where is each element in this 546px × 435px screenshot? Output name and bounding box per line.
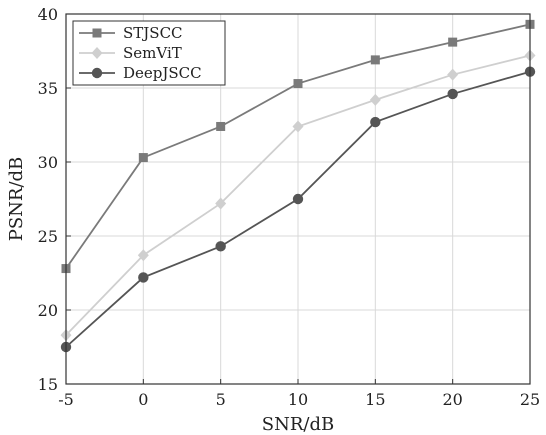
x-tick-label: 5: [216, 390, 226, 409]
legend-label: SemViT: [123, 44, 182, 62]
y-tick-label: 15: [38, 375, 58, 394]
x-tick-label: 10: [288, 390, 308, 409]
y-tick-label: 40: [38, 5, 58, 24]
y-axis-label: PSNR/dB: [6, 157, 27, 242]
data-point: [138, 153, 148, 163]
data-point: [215, 241, 226, 252]
data-point: [448, 37, 458, 47]
data-point: [447, 68, 459, 81]
x-axis-label: SNR/dB: [262, 414, 334, 435]
data-point: [370, 116, 381, 128]
legend-marker: [92, 28, 102, 38]
x-tick-label: -5: [58, 390, 74, 409]
tick-labels: -5 0 5 10 15 20 25 15 20 25 30 35 40: [38, 5, 541, 409]
x-tick-label: 20: [442, 390, 462, 409]
legend-item: STJSCC: [79, 24, 183, 42]
data-point: [137, 249, 149, 262]
data-point: [292, 193, 304, 205]
x-tick-label: 15: [365, 390, 385, 409]
legend-label: DeepJSCC: [123, 64, 202, 82]
data-point: [216, 121, 226, 131]
data-point: [292, 120, 304, 133]
legend-item: DeepJSCC: [79, 64, 202, 82]
data-point: [447, 88, 458, 100]
legend: STJSCC SemViT DeepJSCC: [72, 20, 226, 86]
x-tick-label: 25: [520, 390, 540, 409]
y-tick-label: 30: [38, 153, 58, 172]
data-point: [293, 79, 303, 89]
y-tick-label: 35: [38, 79, 58, 98]
data-point: [215, 197, 227, 210]
x-tick-label: 0: [138, 390, 148, 409]
data-point: [369, 93, 381, 106]
series-layer: [60, 19, 536, 353]
y-tick-label: 20: [38, 301, 58, 320]
legend-item: SemViT: [79, 44, 182, 62]
legend-label: STJSCC: [123, 24, 183, 42]
data-point: [370, 55, 380, 65]
legend-marker: [91, 67, 103, 79]
y-tick-label: 25: [38, 227, 58, 246]
legend-marker: [91, 47, 103, 59]
data-point: [138, 272, 149, 283]
